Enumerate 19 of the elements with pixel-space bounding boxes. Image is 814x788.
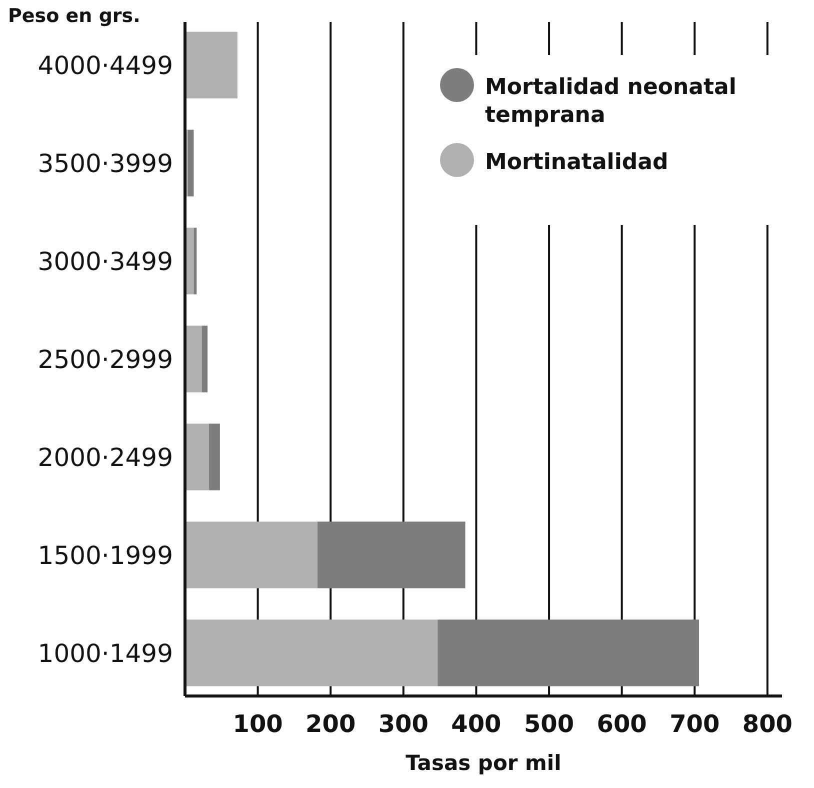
y-axis-title: Peso en grs. [8, 5, 140, 27]
y-tick-label: 1000·1499 [38, 638, 173, 668]
y-tick-label: 1500·1999 [38, 540, 173, 570]
x-tick-label: 800 [742, 710, 792, 738]
y-tick-label: 3000·3499 [38, 247, 173, 276]
x-tick-label: 100 [232, 710, 283, 738]
x-tick-label: 700 [670, 710, 720, 738]
y-tick-label: 2000·2499 [38, 442, 173, 472]
x-axis-title: Tasas por mil [406, 751, 562, 775]
x-tick-label: 600 [596, 710, 647, 738]
y-tick-label: 4000·4499 [38, 51, 173, 80]
y-tick-label: 3500·3999 [38, 149, 173, 178]
x-tick-label: 500 [524, 710, 574, 738]
legend-label: Mortalidad neonatal temprana [485, 75, 736, 128]
x-tick-label: 400 [451, 710, 502, 738]
legend-label: Mortinatalidad [485, 150, 668, 175]
x-tick-label: 300 [378, 710, 428, 738]
x-tick-label: 200 [306, 710, 356, 738]
y-tick-label: 2500·2999 [38, 345, 173, 374]
